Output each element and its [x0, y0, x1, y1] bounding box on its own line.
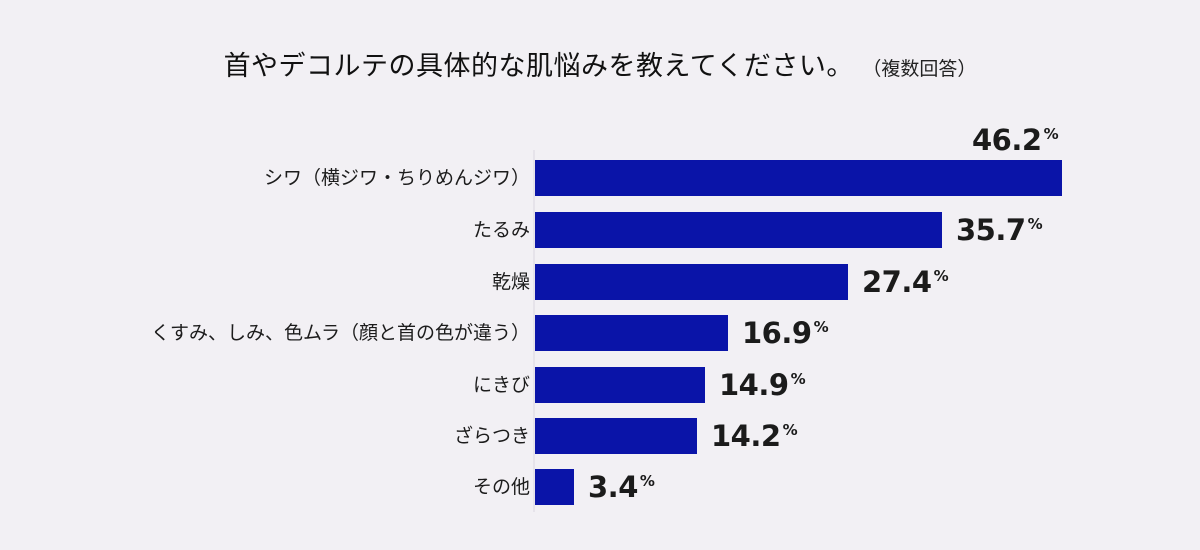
chart-title-main: 首やデコルテの具体的な肌悩みを教えてください。 — [223, 51, 854, 82]
value-label: 27.4% — [862, 265, 949, 299]
value-label: 16.9% — [742, 316, 829, 350]
bar-row: ざらつき 14.2% — [0, 418, 1200, 454]
bar — [535, 212, 942, 248]
bar — [535, 469, 574, 505]
bar-row: くすみ、しみ、色ムラ（顔と首の色が違う） 16.9% — [0, 315, 1200, 351]
bar-row: たるみ 35.7% — [0, 212, 1200, 248]
value-label: 35.7% — [956, 213, 1043, 247]
category-label: シワ（横ジワ・ちりめんジワ） — [263, 167, 530, 189]
value-label: 46.2% — [972, 123, 1059, 157]
bar-row: その他 3.4% — [0, 469, 1200, 505]
value-label: 14.2% — [711, 419, 798, 453]
category-label: ざらつき — [453, 425, 530, 447]
bar-row: にきび 14.9% — [0, 367, 1200, 403]
bar — [535, 315, 728, 351]
category-label: にきび — [472, 374, 530, 396]
bar — [535, 160, 1062, 196]
y-axis-line — [533, 150, 535, 512]
category-label: たるみ — [472, 219, 530, 241]
value-label: 14.9% — [719, 368, 806, 402]
category-label: くすみ、しみ、色ムラ（顔と首の色が違う） — [150, 322, 530, 344]
bar-row: 乾燥 27.4% — [0, 264, 1200, 300]
bar-row: シワ（横ジワ・ちりめんジワ） 46.2% — [0, 123, 1200, 196]
category-label: 乾燥 — [491, 271, 530, 293]
bar — [535, 264, 848, 300]
bar — [535, 367, 705, 403]
value-label: 3.4% — [588, 470, 655, 504]
chart-title-sub: （複数回答） — [871, 58, 977, 80]
category-label: その他 — [472, 476, 530, 498]
chart-title: 首やデコルテの具体的な肌悩みを教えてください。 （複数回答） — [0, 44, 1200, 83]
bar — [535, 418, 697, 454]
